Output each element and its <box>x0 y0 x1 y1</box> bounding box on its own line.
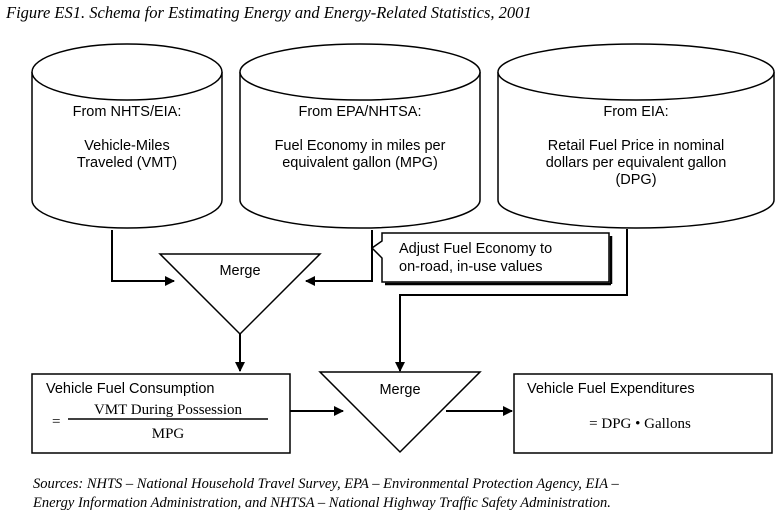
cylinder-text-line: Retail Fuel Price in nominal <box>548 138 725 154</box>
adjust-callout: Adjust Fuel Economy to on-road, in-use v… <box>370 232 613 286</box>
callout-text-line: Adjust Fuel Economy to <box>399 241 552 257</box>
cylinder-text-line: equivalent gallon (MPG) <box>282 155 438 171</box>
merge-label: Merge <box>219 263 260 279</box>
cylinder-text-line: dollars per equivalent gallon <box>546 155 727 171</box>
arrow-mpg-to-merge <box>305 230 373 286</box>
merge-triangle-1: Merge <box>158 253 322 336</box>
cylinder-text-line: Fuel Economy in miles per <box>275 138 446 154</box>
merge-label: Merge <box>379 382 420 398</box>
expenditures-title: Vehicle Fuel Expenditures <box>527 381 695 397</box>
arrow-dpg-to-merge <box>395 229 628 372</box>
cylinder-nhts-eia: From NHTS/EIA: Vehicle-Miles Traveled (V… <box>31 43 223 229</box>
consumption-equals: = <box>52 414 60 430</box>
cylinder-text-line: Traveled (VMT) <box>77 155 177 171</box>
cylinder-source-label: From NHTS/EIA: <box>73 104 182 120</box>
cylinder-epa-nhtsa: From EPA/NHTSA: Fuel Economy in miles pe… <box>239 43 481 229</box>
fuel-expenditures-box: Vehicle Fuel Expenditures = DPG • Gallon… <box>513 373 773 454</box>
sources-footnote: Sources: NHTS – National Household Trave… <box>33 475 778 513</box>
sources-line: Sources: NHTS – National Household Trave… <box>33 476 619 492</box>
consumption-numerator: VMT During Possession <box>94 402 243 418</box>
cylinder-text-line: Vehicle-Miles <box>84 138 169 154</box>
cylinder-text-line: (DPG) <box>615 172 656 188</box>
figure-title: Figure ES1. Schema for Estimating Energy… <box>6 3 532 22</box>
merge-triangle-2: Merge <box>318 371 482 454</box>
consumption-denominator: MPG <box>152 426 185 442</box>
arrow-vmt-to-merge <box>111 230 175 286</box>
fuel-consumption-box: Vehicle Fuel Consumption = VMT During Po… <box>31 373 291 454</box>
sources-line: Energy Information Administration, and N… <box>33 495 611 511</box>
cylinder-source-label: From EIA: <box>603 104 668 120</box>
connector-lines <box>111 229 628 416</box>
expenditures-formula: = DPG • Gallons <box>589 416 691 432</box>
callout-text-line: on-road, in-use values <box>399 259 542 275</box>
cylinder-source-label: From EPA/NHTSA: <box>299 104 422 120</box>
cylinder-eia: From EIA: Retail Fuel Price in nominal d… <box>497 43 775 229</box>
consumption-title: Vehicle Fuel Consumption <box>46 381 214 397</box>
